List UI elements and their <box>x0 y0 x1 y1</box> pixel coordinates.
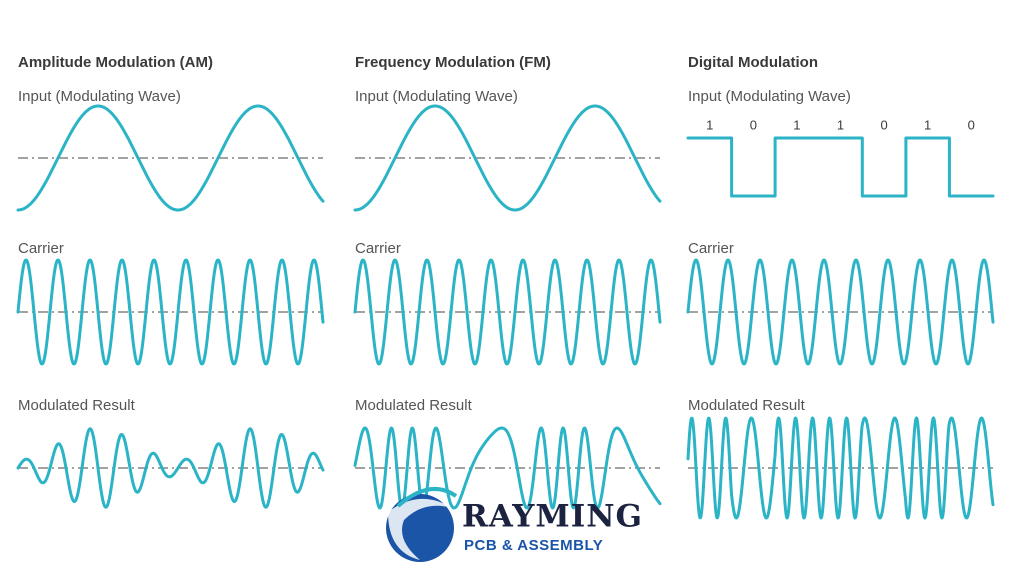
input-label: Input (Modulating Wave) <box>18 88 181 105</box>
modulated-wave <box>686 416 995 520</box>
input-wave <box>686 136 995 198</box>
bit-label: 1 <box>837 117 844 132</box>
input-label: Input (Modulating Wave) <box>688 88 851 105</box>
logo-arc <box>396 487 458 508</box>
modulated-wave <box>353 426 662 510</box>
carrier-wave <box>353 258 662 366</box>
column-title: Frequency Modulation (FM) <box>355 54 551 71</box>
bit-label: 1 <box>706 117 713 132</box>
column-title: Amplitude Modulation (AM) <box>18 54 213 71</box>
carrier-wave <box>686 258 995 366</box>
bit-label: 1 <box>793 117 800 132</box>
logo-swoosh <box>388 498 452 560</box>
carrier-label: Carrier <box>355 240 401 257</box>
bit-label: 0 <box>968 117 975 132</box>
carrier-label: Carrier <box>18 240 64 257</box>
logo-name: RAYMING <box>462 499 643 535</box>
column-title: Digital Modulation <box>688 54 818 71</box>
result-label: Modulated Result <box>18 397 136 414</box>
bit-label: 1 <box>924 117 931 132</box>
logo-tagline: PCB & ASSEMBLY <box>464 537 603 554</box>
input-wave <box>353 104 662 212</box>
result-label: Modulated Result <box>355 397 473 414</box>
bit-label: 0 <box>880 117 887 132</box>
modulated-wave <box>16 427 325 509</box>
carrier-wave <box>16 258 325 366</box>
input-wave <box>16 104 325 212</box>
bit-label: 0 <box>750 117 757 132</box>
result-label: Modulated Result <box>688 397 806 414</box>
input-label: Input (Modulating Wave) <box>355 88 518 105</box>
logo: RAYMING PCB & ASSEMBLY <box>386 487 643 562</box>
carrier-label: Carrier <box>688 240 734 257</box>
